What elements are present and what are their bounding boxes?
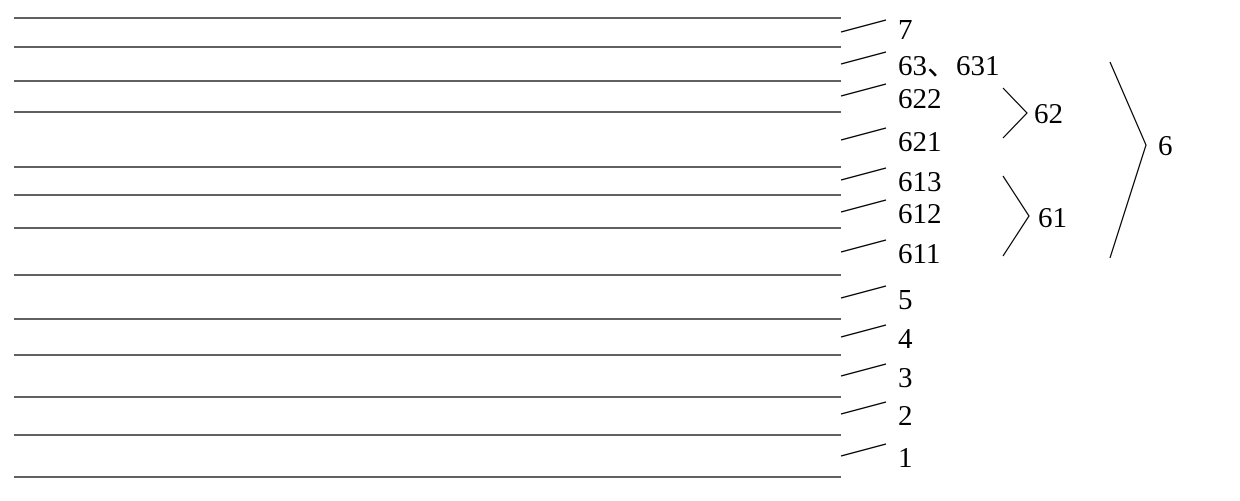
layer-label-7: 5 — [898, 286, 913, 315]
layer-label-5: 612 — [898, 200, 942, 229]
group-label-61: 61 — [1038, 204, 1067, 233]
layer-label-1: 63、631 — [898, 52, 1000, 81]
group-label-6: 6 — [1158, 132, 1173, 161]
layer-label-10: 2 — [898, 402, 913, 431]
layer-label-9: 3 — [898, 364, 913, 393]
layer-label-3: 621 — [898, 128, 942, 157]
layer-label-2: 622 — [898, 85, 942, 114]
layer-label-4: 613 — [898, 168, 942, 197]
group-label-62: 62 — [1034, 100, 1063, 129]
layer-label-8: 4 — [898, 325, 913, 354]
layer-label-0: 7 — [898, 16, 913, 45]
layer-label-6: 611 — [898, 240, 940, 269]
layer-diagram — [0, 0, 1240, 501]
layer-label-11: 1 — [898, 444, 913, 473]
